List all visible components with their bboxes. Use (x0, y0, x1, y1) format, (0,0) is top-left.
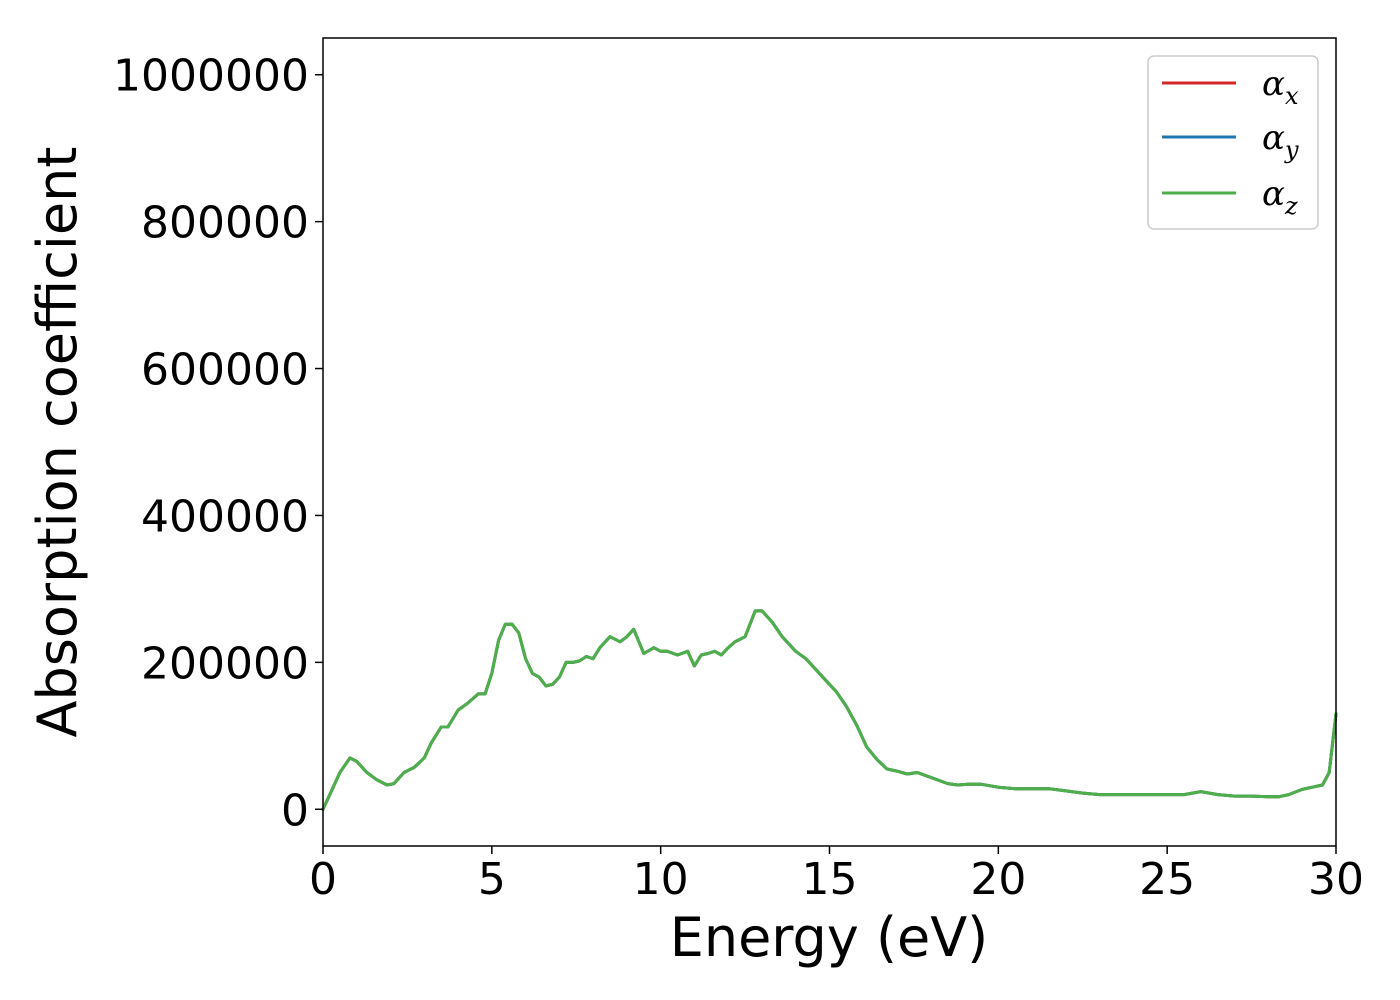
legend-box (1147, 55, 1319, 230)
y-tick-label: 800000 (141, 198, 309, 249)
x-axis-label: Energy (eV) (670, 906, 989, 969)
series-layer (321, 609, 1338, 811)
y-axis-label: Absorption coefficient (26, 147, 89, 738)
legend: αx αy αz (1147, 55, 1319, 230)
y-tick-label: 1000000 (113, 51, 309, 102)
series-line-x (321, 609, 1338, 811)
y-tick-label: 200000 (141, 638, 309, 689)
y-axis-ticks: 0 200000 400000 600000 800000 1000000 (113, 51, 323, 836)
legend-label: αy (1262, 118, 1299, 164)
x-tick-label: 10 (633, 854, 689, 905)
x-tick-label: 5 (478, 854, 506, 905)
series-line-y (321, 609, 1338, 811)
legend-label: αz (1262, 174, 1298, 220)
x-tick-label: 0 (309, 854, 337, 905)
x-tick-label: 25 (1139, 854, 1195, 905)
legend-label: αx (1262, 64, 1299, 110)
x-tick-label: 15 (802, 854, 858, 905)
x-tick-label: 30 (1308, 854, 1364, 905)
y-tick-label: 400000 (141, 491, 309, 542)
series-line-z (321, 609, 1338, 811)
y-tick-label: 600000 (141, 345, 309, 396)
x-tick-label: 20 (970, 854, 1026, 905)
y-tick-label: 0 (281, 785, 309, 836)
x-axis-ticks: 0 5 10 15 20 25 30 (309, 846, 1364, 905)
